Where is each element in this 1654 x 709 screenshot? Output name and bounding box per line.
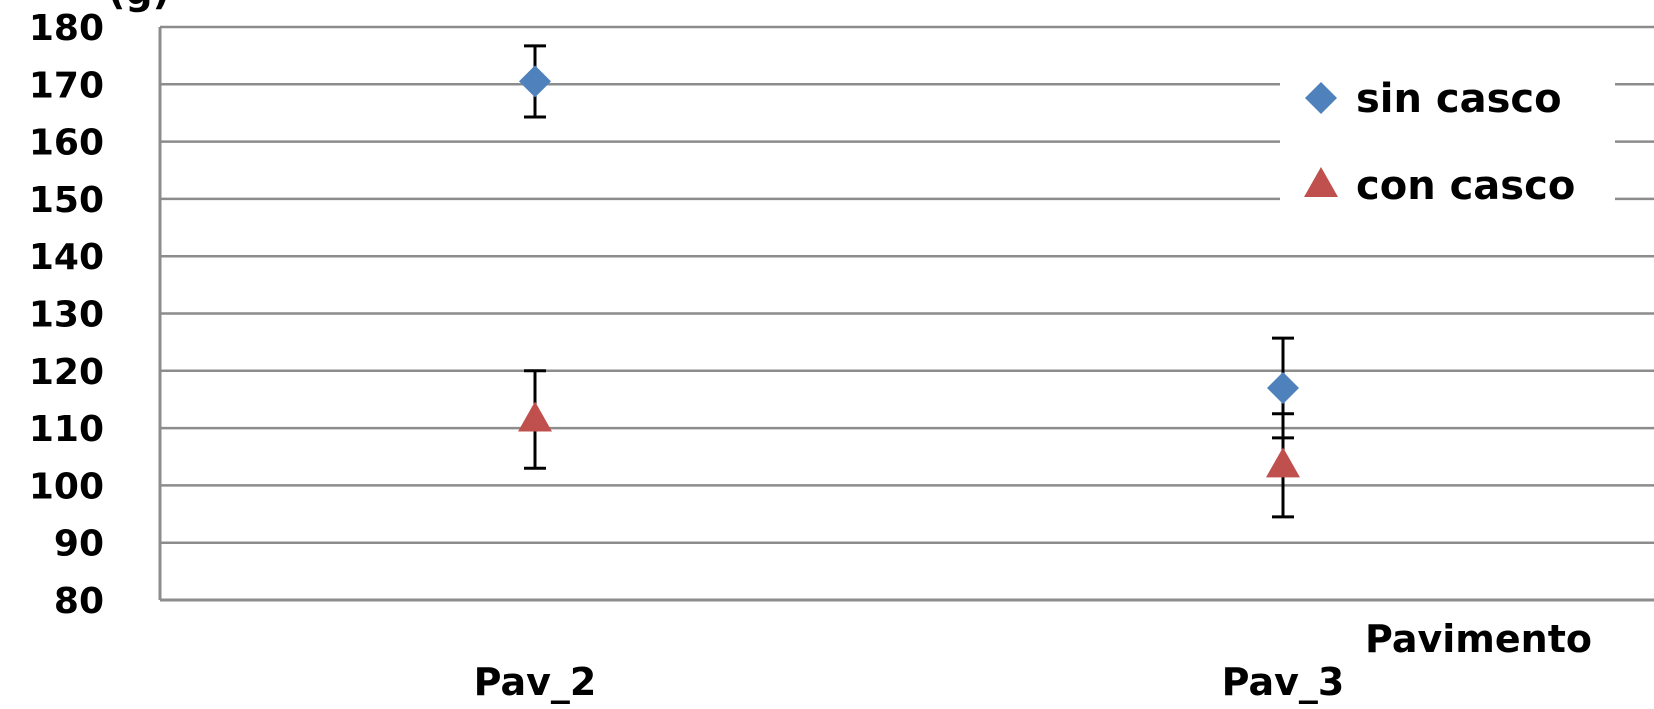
y-tick-label: 120 [29, 352, 104, 393]
triangle-marker [1266, 447, 1300, 478]
y-tick-label: 140 [29, 237, 104, 278]
y-tick-label: 180 [29, 8, 104, 49]
data-markers [518, 65, 1300, 478]
legend-diamond-icon [1305, 82, 1337, 114]
legend-triangle-icon [1304, 167, 1338, 197]
y-tick-label: 160 [29, 123, 104, 164]
legend-label: sin casco [1356, 76, 1562, 122]
x-category-labels: Pav_2 Pav_3 [474, 660, 1345, 704]
error-bars [524, 44, 1294, 519]
y-tick-labels: 80 90 100 110 120 130 140 150 160 170 180 [29, 8, 104, 622]
gridlines [160, 25, 1654, 544]
y-tick-label: 150 [29, 180, 104, 221]
y-tick-label: 100 [29, 466, 104, 507]
y-tick-label: 130 [29, 295, 104, 336]
x-category-label: Pav_3 [1222, 660, 1345, 704]
diamond-marker [1267, 371, 1299, 404]
legend: sin casco con casco [1280, 62, 1615, 222]
x-axis-title: Pavimento [1365, 617, 1592, 661]
y-tick-label: 90 [54, 524, 104, 565]
diamond-marker [519, 65, 551, 98]
y-tick-label: 80 [54, 581, 104, 622]
triangle-marker [518, 401, 552, 432]
y-tick-label: 170 [29, 65, 104, 106]
x-category-label: Pav_2 [474, 660, 597, 704]
y-tick-label: 110 [29, 409, 104, 450]
legend-label: con casco [1356, 163, 1575, 209]
axes [158, 27, 1654, 602]
y-axis-title-partial: (g) [108, 0, 170, 13]
